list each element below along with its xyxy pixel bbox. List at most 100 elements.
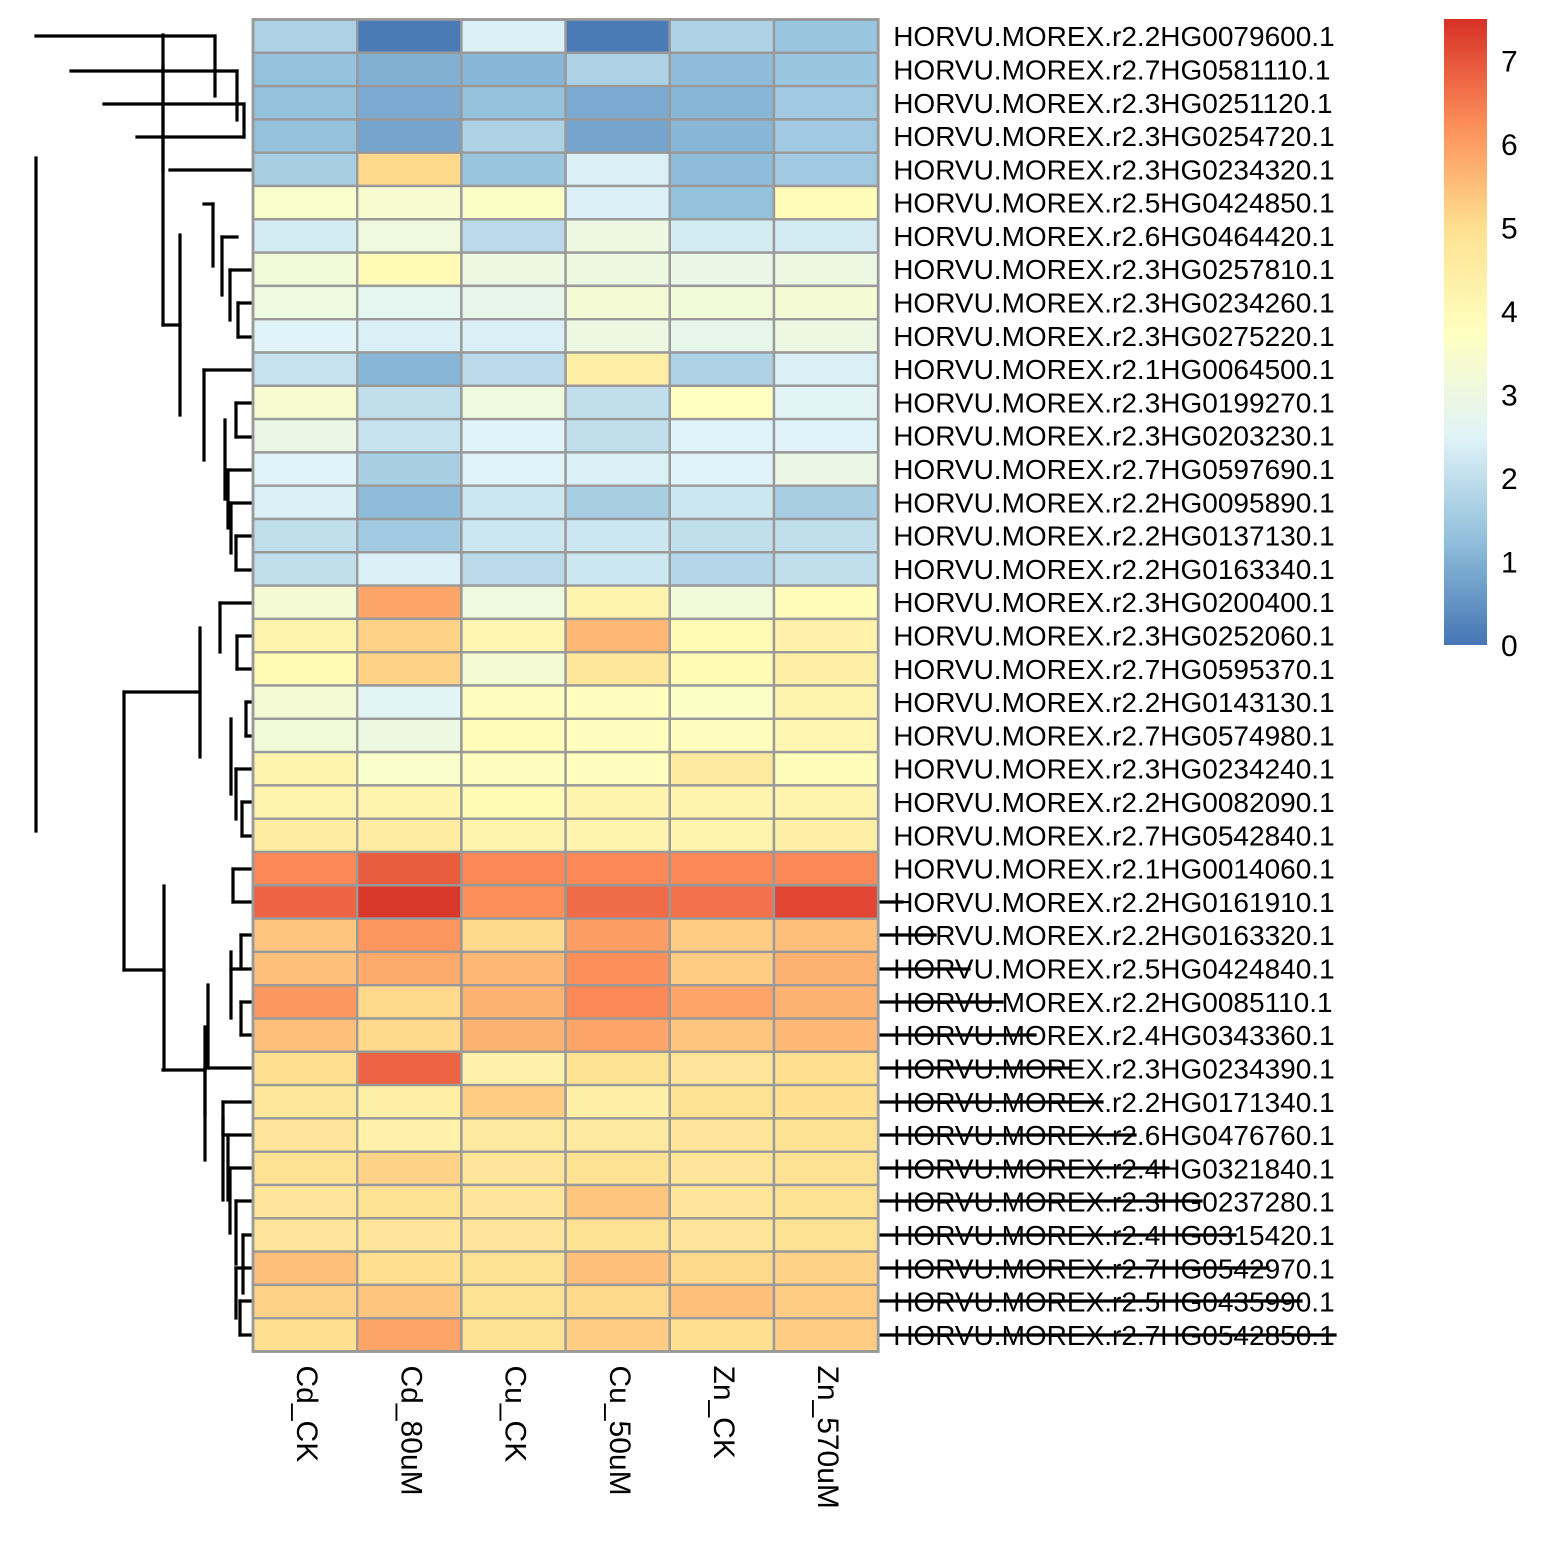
heatmap-cell [564,817,671,854]
row-label: HORVU.MOREX.r2.7HG0574980.1 [893,720,1334,751]
heatmap-cell [460,817,567,854]
heatmap-cell [251,884,359,920]
heatmap-cell [460,784,567,820]
heatmap-cell [564,118,671,154]
heatmap-cell [460,251,567,288]
heatmap-cell [356,1283,463,1320]
legend-tick-label: 0 [1501,630,1518,663]
heatmap-cell [564,850,671,887]
heatmap-cell [356,1316,463,1353]
heatmap-cell [460,1183,567,1220]
heatmap-cell [564,1283,671,1320]
row-label: HORVU.MOREX.r2.2HG0082090.1 [893,787,1334,818]
row-label: HORVU.MOREX.r2.3HG0203230.1 [893,421,1334,452]
heatmap-cell [564,1083,671,1120]
heatmap-cell [356,1017,463,1053]
heatmap-cell [460,218,567,254]
heatmap-cell [772,1050,880,1087]
heatmap-cell [564,451,671,487]
row-label: HORVU.MOREX.r2.4HG0321840.1 [893,1153,1334,1184]
heatmap-cell [772,251,880,288]
heatmap-cell [251,784,359,820]
heatmap-cell [460,151,567,188]
heatmap-cell [460,617,567,654]
heatmap-cell [251,817,359,854]
heatmap-cell [668,18,776,54]
heatmap-cell [251,1017,359,1053]
heatmap-cell [564,184,671,221]
heatmap-cell [668,717,776,754]
heatmap-cell [251,351,359,387]
heatmap-cell [668,584,776,621]
heatmap-cell [460,1017,567,1053]
heatmap-cell [668,1316,776,1353]
heatmap-cell [251,551,359,587]
heatmap-cell [668,284,776,321]
heatmap-border [251,18,880,1353]
heatmap-cell [772,1117,880,1153]
heatmap-cell [251,617,359,654]
heatmap-cell [772,1083,880,1120]
row-label: HORVU.MOREX.r2.3HG0199270.1 [893,387,1334,418]
heatmap-cell [356,1150,463,1187]
heatmap-cell [356,684,463,720]
heatmap-cell [668,517,776,554]
row-label: HORVU.MOREX.r2.2HG0163340.1 [893,554,1334,585]
heatmap-cell [564,717,671,754]
heatmap-cell [772,18,880,54]
heatmap-cell [251,484,359,521]
heatmap-cell [668,917,776,954]
heatmap-cell [564,950,671,987]
heatmap-cell [251,18,359,54]
heatmap-cell [251,318,359,354]
heatmap-cell [564,1117,671,1153]
heatmap-cell [564,318,671,354]
heatmap-cell [772,1283,880,1320]
row-label: HORVU.MOREX.r2.6HG0476760.1 [893,1120,1334,1151]
row-label: HORVU.MOREX.r2.2HG0163320.1 [893,920,1334,951]
column-label: Zn_570uM [811,1366,844,1509]
heatmap-cell [460,1083,567,1120]
row-label: HORVU.MOREX.r2.3HG0252060.1 [893,621,1334,652]
heatmap-cell [356,750,463,787]
heatmap-cell [564,1183,671,1220]
heatmap-cell [668,984,776,1020]
heatmap-cell [356,51,463,88]
heatmap-cell [668,184,776,221]
heatmap-cell [772,750,880,787]
heatmap-cell [356,118,463,154]
heatmap-cell [460,917,567,954]
heatmap-cell [460,551,567,587]
row-label: HORVU.MOREX.r2.2HG0171340.1 [893,1087,1334,1118]
heatmap-cell [772,1316,880,1353]
heatmap-cell [668,51,776,88]
heatmap-cell [251,1250,359,1287]
row-label: HORVU.MOREX.r2.7HG0542970.1 [893,1253,1334,1284]
heatmap-cell [356,1050,463,1087]
heatmap-cell [668,850,776,887]
heatmap-cell [251,51,359,88]
heatmap-cell [251,1283,359,1320]
column-label: Cu_50uM [603,1366,636,1496]
heatmap-cell [251,251,359,288]
heatmap-cell [668,151,776,188]
heatmap-cell [356,1250,463,1287]
heatmap-cell [356,517,463,554]
heatmap-cell [668,384,776,421]
heatmap-cell [356,218,463,254]
heatmap-cell [356,817,463,854]
heatmap-cell [460,750,567,787]
heatmap-cell [564,917,671,954]
heatmap-cell [460,651,567,687]
heatmap-cell [564,784,671,820]
row-label: HORVU.MOREX.r2.2HG0079600.1 [893,21,1334,52]
heatmap-cell [251,451,359,487]
heatmap-cell [356,717,463,754]
row-label: HORVU.MOREX.r2.3HG0200400.1 [893,587,1334,618]
heatmap-cell [668,817,776,854]
heatmap-cell [772,484,880,521]
heatmap-cell [251,84,359,121]
legend-tick-label: 7 [1501,46,1518,79]
heatmap-cell [564,384,671,421]
heatmap-cell [251,417,359,454]
